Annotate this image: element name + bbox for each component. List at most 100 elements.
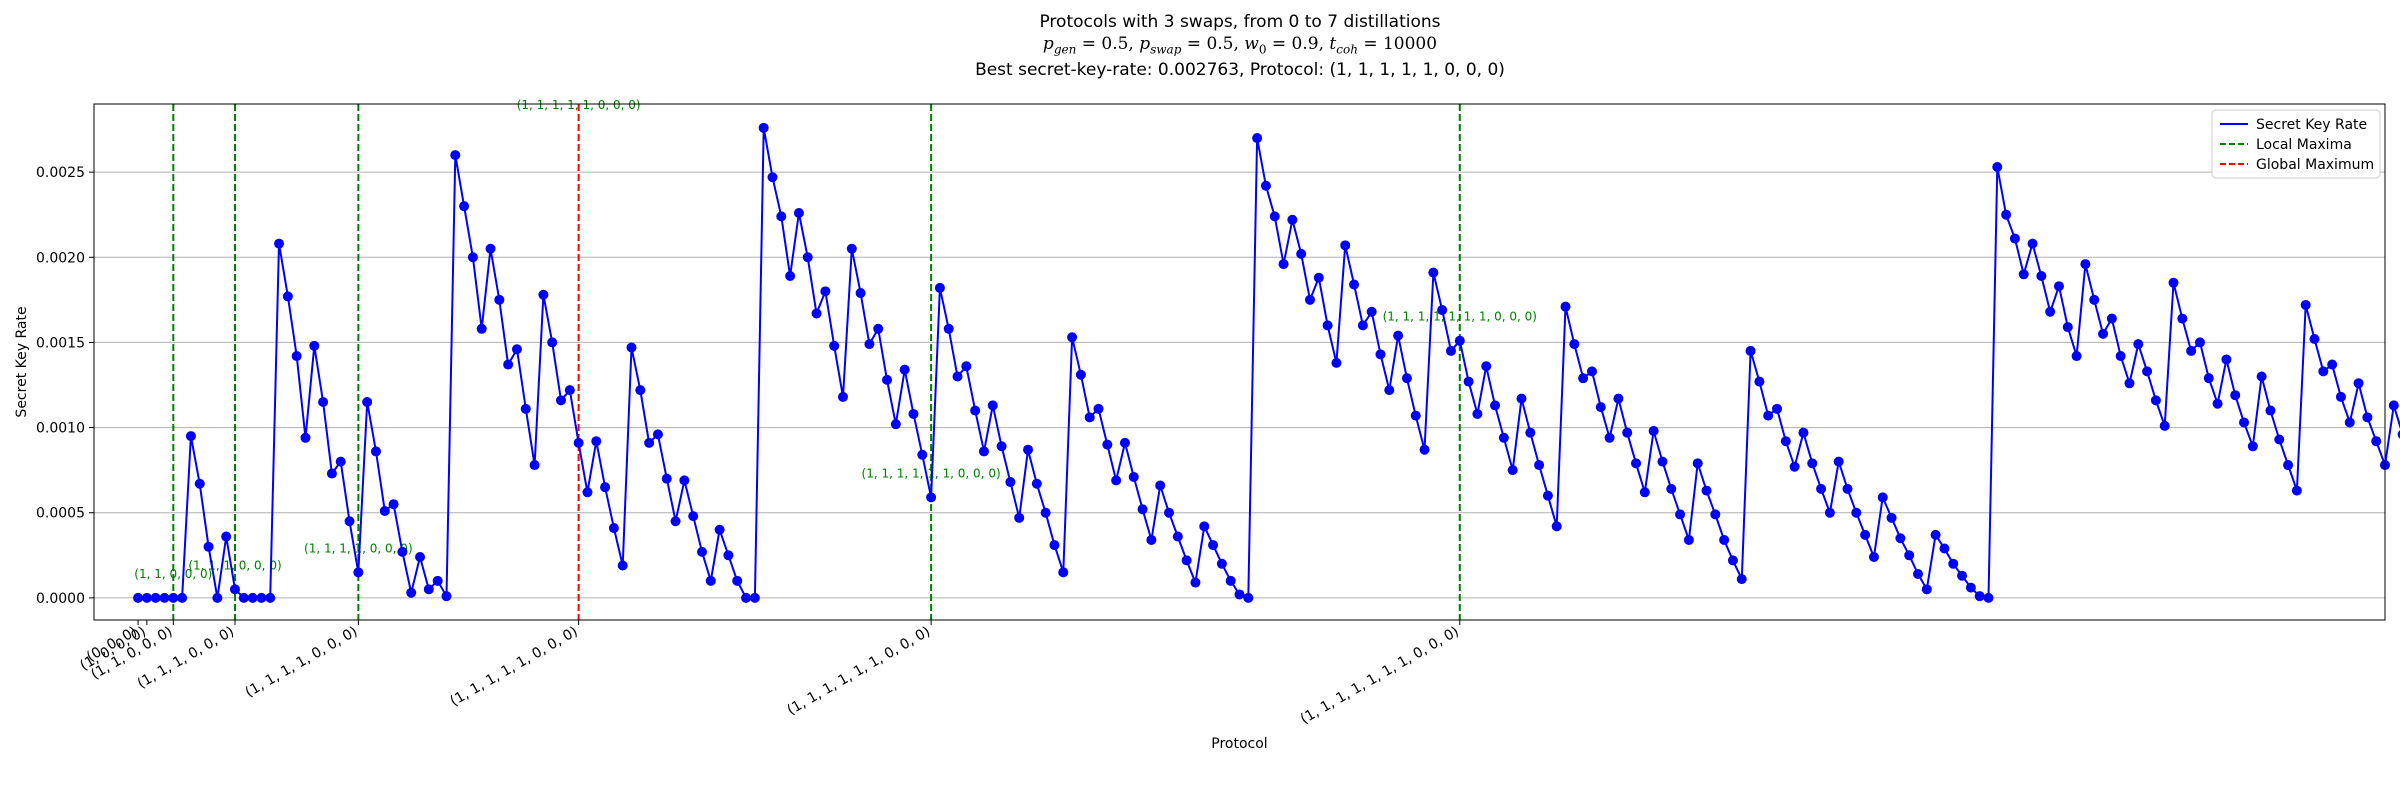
y-tick-label: 0.0015	[36, 335, 85, 351]
data-point	[679, 475, 690, 486]
data-point	[1357, 320, 1368, 331]
chart-best-summary: Best secret-key-rate: 0.002763, Protocol…	[975, 60, 1505, 80]
data-point	[1675, 509, 1686, 520]
data-point	[652, 429, 663, 440]
data-point	[423, 584, 434, 595]
data-point	[326, 468, 337, 479]
data-point	[1490, 400, 1501, 411]
data-point	[150, 592, 161, 603]
data-point	[1578, 373, 1589, 384]
data-point	[1816, 483, 1827, 494]
data-point	[1172, 531, 1183, 542]
data-point	[1304, 294, 1315, 305]
data-point	[996, 441, 1007, 452]
data-point	[2036, 271, 2047, 281]
legend-label: Secret Key Rate	[2256, 117, 2367, 133]
data-point	[1093, 403, 1104, 414]
data-point	[2098, 328, 2109, 339]
data-point	[388, 499, 399, 510]
data-point	[300, 432, 311, 443]
data-point	[1745, 345, 1756, 356]
data-point	[370, 446, 381, 457]
data-point	[1657, 456, 1668, 467]
data-point	[415, 551, 426, 562]
data-point	[934, 282, 945, 293]
data-point	[1833, 456, 1844, 467]
data-point	[1313, 272, 1324, 283]
data-point	[1974, 591, 1985, 602]
data-point	[2186, 345, 2197, 356]
series-line	[138, 127, 2400, 600]
data-point	[714, 524, 725, 535]
data-point	[1005, 477, 1016, 488]
data-point	[696, 546, 707, 557]
data-point	[1428, 267, 1439, 278]
data-point	[344, 516, 355, 527]
data-point	[1058, 567, 1069, 578]
x-tick-label: (1, 1, 1, 1, 0, 0, 0)	[243, 624, 361, 701]
data-point	[1754, 376, 1765, 387]
data-point	[2203, 373, 2214, 384]
data-point	[1939, 543, 1950, 554]
y-tick-label: 0.0020	[36, 250, 85, 266]
local-maximum-label: (1, 1, 1, 0, 0, 0)	[188, 558, 281, 572]
data-point	[1410, 410, 1421, 421]
data-point	[749, 592, 760, 603]
y-axis-label: Secret Key Rate	[14, 306, 30, 417]
data-point	[1824, 507, 1835, 518]
local-maximum-label: (1, 1, 1, 1, 1, 1, 0, 0, 0)	[862, 466, 1001, 480]
data-point	[732, 575, 743, 586]
data-point	[256, 592, 267, 603]
data-point	[908, 408, 919, 419]
data-point	[661, 473, 672, 484]
data-point	[1895, 533, 1906, 544]
data-point	[1216, 558, 1227, 569]
data-point	[1155, 480, 1166, 491]
data-point	[1243, 592, 1254, 603]
data-point	[2291, 485, 2302, 496]
data-point	[2388, 400, 2399, 411]
data-point	[318, 397, 329, 408]
data-point	[1023, 444, 1034, 455]
data-point	[820, 286, 831, 297]
data-point	[1287, 214, 1298, 225]
data-point	[582, 487, 593, 498]
data-point	[1340, 240, 1351, 251]
data-point	[837, 391, 848, 402]
data-point	[2009, 233, 2020, 244]
data-point	[212, 592, 223, 603]
data-point	[1780, 436, 1791, 447]
data-point	[2080, 259, 2091, 270]
legend-label: Local Maxima	[2256, 137, 2352, 153]
global-maximum-label: (1, 1, 1, 1, 1, 0, 0, 0)	[517, 98, 641, 112]
data-point	[2344, 417, 2355, 428]
data-point	[2239, 417, 2250, 428]
data-point	[1542, 490, 1553, 501]
data-point	[185, 431, 196, 442]
local-maximum-label: (1, 1, 1, 1, 0, 0, 0)	[304, 541, 413, 555]
data-point	[1031, 478, 1042, 489]
data-point	[1393, 330, 1404, 341]
data-point	[2327, 359, 2338, 370]
data-point	[1930, 529, 1941, 540]
data-point	[723, 550, 734, 561]
data-point	[829, 340, 840, 351]
data-point	[1102, 439, 1113, 450]
data-point	[1375, 349, 1386, 360]
data-point	[2168, 277, 2179, 288]
data-point	[1983, 592, 1994, 603]
data-point	[882, 374, 893, 385]
x-tick-label: (1, 1, 1, 1, 1, 1, 1, 0, 0, 0)	[1298, 624, 1462, 728]
data-point	[917, 449, 928, 460]
data-point	[2397, 430, 2400, 439]
data-point	[1701, 485, 1712, 496]
data-point	[1613, 393, 1624, 404]
data-point	[362, 397, 373, 408]
data-point	[1322, 320, 1333, 331]
data-point	[1111, 475, 1122, 486]
data-point	[1957, 570, 1968, 581]
data-point	[291, 351, 302, 362]
data-point	[1040, 507, 1051, 518]
y-tick-label: 0.0000	[36, 591, 85, 607]
data-point	[1586, 366, 1597, 377]
